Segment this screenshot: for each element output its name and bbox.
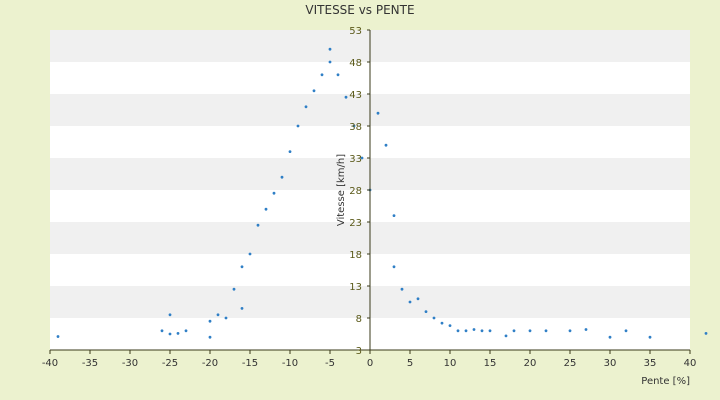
data-point	[168, 332, 172, 336]
x-tick-label: 15	[484, 358, 497, 369]
data-point	[392, 265, 396, 269]
data-point	[464, 329, 468, 333]
data-point	[240, 307, 244, 310]
y-tick-label: 3	[356, 346, 362, 357]
data-point	[360, 156, 364, 160]
data-point	[392, 214, 396, 218]
x-tick-labels: -40 -35 -30 -25 -20 -15 -10 -5 0 5 10 15 20 25 30 35 40	[42, 350, 697, 369]
x-tick-label: -5	[325, 358, 335, 369]
data-point	[480, 329, 484, 333]
data-point	[304, 105, 308, 109]
y-tick-label: 43	[349, 90, 362, 101]
data-point	[336, 73, 340, 77]
data-point	[352, 124, 356, 128]
x-tick-label: -10	[282, 358, 298, 369]
data-point	[544, 329, 548, 333]
data-point	[176, 331, 180, 335]
data-point	[584, 328, 588, 331]
y-tick-label: 23	[349, 218, 362, 229]
data-point	[704, 331, 708, 335]
data-point	[400, 287, 404, 291]
data-point	[328, 60, 332, 64]
x-axis-label: Pente [%]	[641, 376, 690, 387]
data-point	[320, 73, 324, 77]
data-point	[440, 321, 444, 325]
y-axis-label: Vitesse [km/h]	[336, 154, 347, 226]
y-tick-label: 48	[349, 58, 362, 69]
data-point	[288, 150, 292, 154]
data-point	[328, 47, 332, 51]
data-point	[472, 328, 476, 331]
data-point	[488, 329, 492, 333]
data-point	[272, 191, 276, 195]
data-point	[160, 329, 164, 333]
data-point	[568, 329, 572, 333]
data-point	[208, 319, 212, 323]
data-point	[344, 95, 348, 99]
y-tick-label: 33	[349, 154, 362, 165]
x-tick-label: 25	[564, 358, 577, 369]
x-tick-label: -15	[242, 358, 258, 369]
data-point	[168, 313, 172, 317]
data-point	[256, 223, 260, 227]
data-point	[248, 252, 252, 256]
y-tick-label: 8	[356, 314, 362, 325]
data-point	[216, 313, 220, 317]
y-tick-label: 18	[349, 250, 362, 261]
data-point	[416, 297, 420, 301]
y-tick-label: 13	[349, 282, 362, 293]
x-tick-label: -40	[42, 358, 58, 369]
x-tick-label: -20	[202, 358, 218, 369]
y-tick-label: 53	[349, 26, 362, 37]
data-point	[208, 335, 212, 339]
data-point	[424, 310, 428, 313]
data-point	[448, 324, 452, 328]
x-tick-label: 20	[524, 358, 537, 369]
data-point	[264, 207, 268, 211]
x-tick-label: 35	[644, 358, 657, 369]
x-tick-label: -25	[162, 358, 178, 369]
data-point	[184, 329, 188, 333]
data-point	[528, 329, 532, 333]
data-point	[432, 316, 436, 320]
x-tick-label: 40	[684, 358, 697, 369]
data-point	[224, 316, 228, 320]
x-tick-label: 10	[444, 358, 457, 369]
y-tick-label: 38	[349, 122, 362, 133]
data-point	[456, 329, 460, 333]
x-tick-label: 5	[407, 358, 413, 369]
data-point	[384, 143, 388, 147]
data-point	[296, 124, 300, 128]
x-tick-label: -30	[122, 358, 138, 369]
data-point	[56, 335, 60, 338]
data-point	[512, 329, 516, 333]
data-point	[376, 111, 380, 115]
x-tick-label: 30	[604, 358, 617, 369]
x-tick-label: 0	[367, 358, 373, 369]
y-tick-label: 28	[349, 186, 362, 197]
data-points	[56, 47, 708, 339]
data-point	[504, 334, 508, 338]
data-point	[232, 287, 236, 291]
data-point	[608, 335, 612, 339]
data-point	[240, 265, 244, 269]
data-point	[648, 335, 652, 339]
data-point	[624, 329, 628, 333]
data-point	[408, 300, 412, 304]
x-tick-label: -35	[82, 358, 98, 369]
data-point	[312, 89, 316, 93]
data-point	[280, 175, 284, 179]
chart-title: VITESSE vs PENTE	[305, 3, 414, 17]
